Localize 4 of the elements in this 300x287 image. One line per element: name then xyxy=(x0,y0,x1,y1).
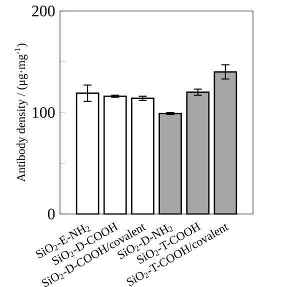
y-tick-label: 200 xyxy=(32,6,55,16)
y-axis-title: Antibody density / (μg·mg$^{-1}$) xyxy=(14,44,28,182)
y-tick-label: 100 xyxy=(32,107,55,118)
y-tick-label: 0 xyxy=(48,208,55,220)
